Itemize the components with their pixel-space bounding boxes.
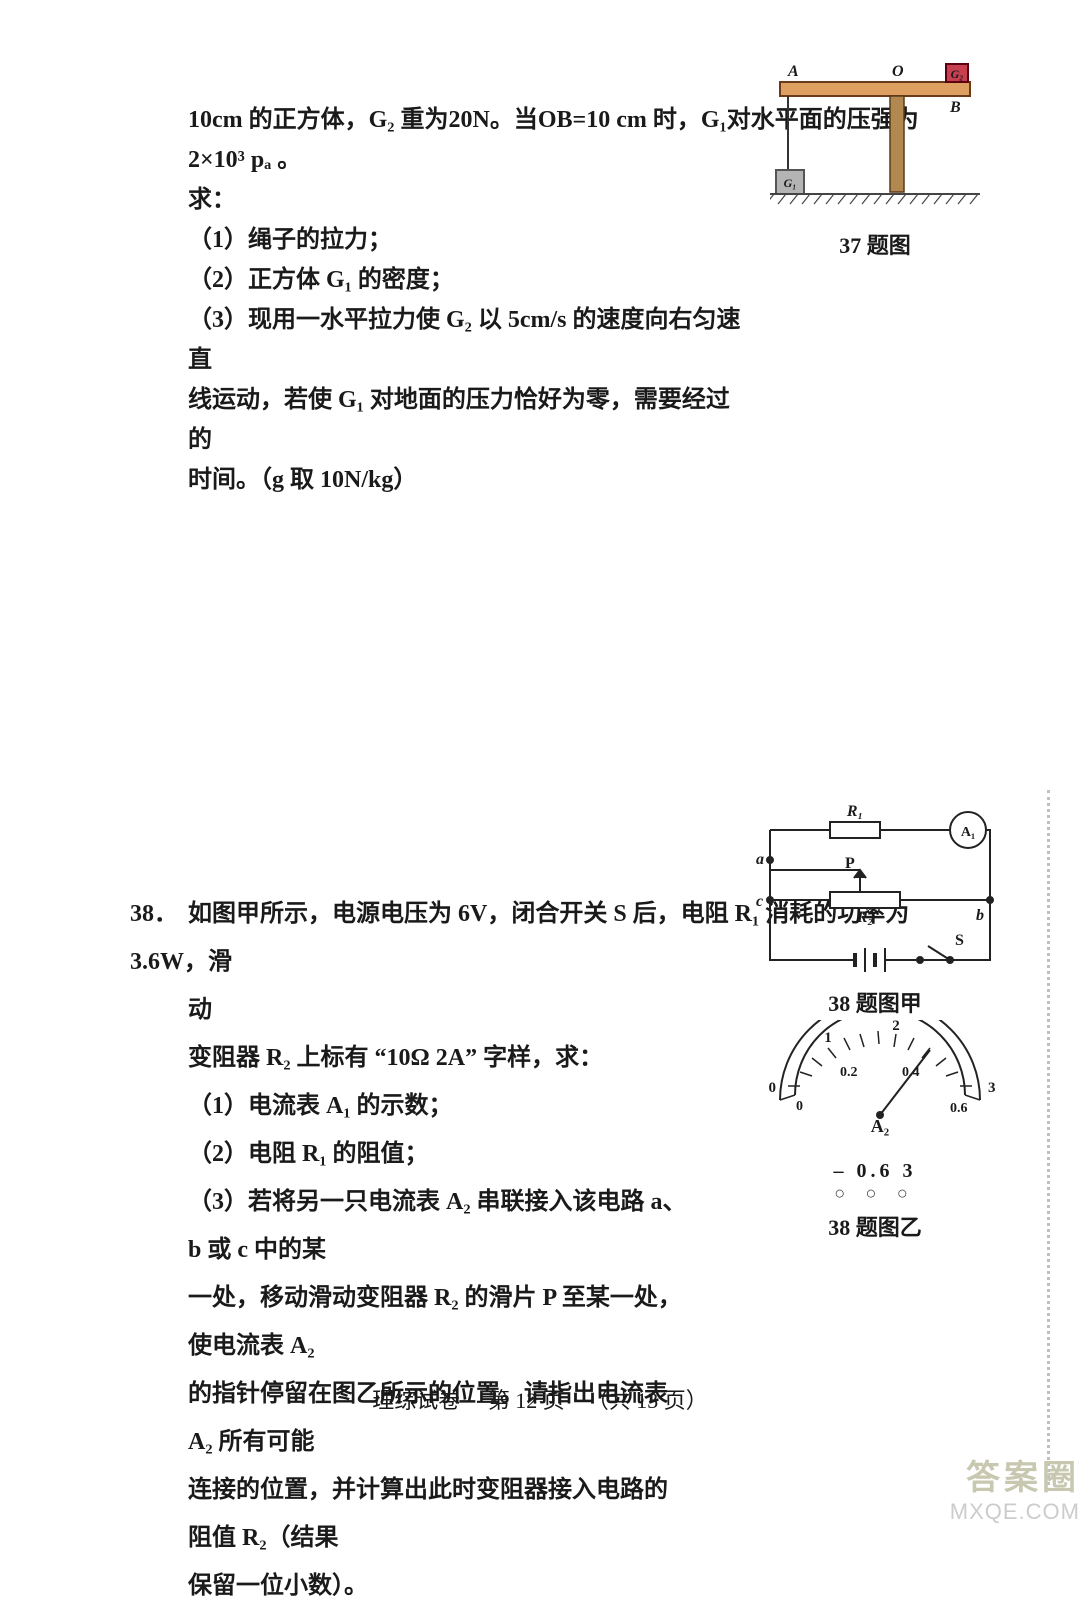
label-B: B [949, 99, 961, 116]
scale-mid-2: 0.4 [902, 1065, 920, 1080]
label-A1: A₁ [961, 825, 975, 840]
label-S: S [955, 932, 964, 949]
q37-p3c: 时间。（g 取 10N/kg） [188, 460, 748, 500]
lever-diagram-icon: G₂ G₁ A O B [770, 62, 980, 222]
label-G2: G₂ [951, 67, 964, 81]
figure-37: G₂ G₁ A O B 37 题图 [770, 62, 980, 260]
watermark: 答案圈 MXQE.COM [950, 1450, 1080, 1525]
watermark-line1: 答案圈 [950, 1450, 1080, 1499]
label-b: b [976, 907, 984, 924]
ammeter-range-row: – 0.6 3 [750, 1160, 1000, 1183]
page-footer: 理综试卷 第 12 页 （共 13 页） [0, 1383, 1080, 1415]
label-A: A [787, 63, 799, 80]
q38-p3e: 保留一位小数）。 [188, 1562, 688, 1610]
scale-top-2: 2 [892, 1020, 900, 1034]
label-A2: A₂ [871, 1116, 889, 1136]
q38-p3b: 一处，移动滑动变阻器 R₂ 的滑片 P 至某一处，使电流表 A₂ [188, 1274, 688, 1370]
label-c: c [756, 893, 763, 910]
circuit-diagram-icon: R₁ R₂ P a c b S A₁ [750, 800, 1000, 980]
footer-right: （共 13 页） [587, 1388, 708, 1413]
scale-top-3: 3 [988, 1080, 996, 1096]
footer-left: 理综试卷 [372, 1388, 460, 1413]
q38-p2: （2）电阻 R₁ 的阻值； [188, 1130, 688, 1178]
figure-38a-caption: 38 题图甲 [750, 986, 1000, 1018]
q37-p1: （1）绳子的拉力； [188, 220, 748, 260]
figure-38b-caption: 38 题图乙 [750, 1210, 1000, 1242]
label-R1: R₁ [846, 803, 863, 820]
q38-spec: 变阻器 R₂ 上标有 “10Ω 2A” 字样，求： [188, 1034, 688, 1082]
q38-p3d: 连接的位置，并计算出此时变阻器接入电路的阻值 R₂（结果 [188, 1466, 688, 1562]
q38-p1: （1）电流表 A₁ 的示数； [188, 1082, 688, 1130]
scale-mid-1: 0.2 [840, 1065, 858, 1080]
scale-top-1: 1 [824, 1030, 832, 1046]
label-G1: G₁ [784, 176, 797, 190]
scale-top-0: 0 [769, 1080, 777, 1096]
label-R2: R₂ [856, 909, 873, 926]
q37-p3a: （3）现用一水平拉力使 G₂ 以 5cm/s 的速度向右匀速直 [188, 300, 748, 380]
q38-number: 38． [130, 890, 188, 938]
label-a: a [756, 851, 764, 868]
watermark-line2: MXQE.COM [950, 1499, 1080, 1525]
ammeter-dial-icon: 0 1 2 3 0 0.2 0.4 0.6 A₂ [750, 1020, 1000, 1160]
scale-mid-0: 0 [796, 1099, 803, 1114]
figure-37-caption: 37 题图 [770, 228, 980, 260]
cut-mark [1047, 790, 1050, 1485]
scale-mid-3: 0.6 [950, 1101, 968, 1116]
q37-p2: （2）正方体 G₁ 的密度； [188, 260, 748, 300]
figure-38a: R₁ R₂ P a c b S A₁ 38 题图甲 [750, 800, 1000, 1018]
page: 10cm 的正方体，G₂ 重为20N。当OB=10 cm 时，G₁对水平面的压强… [0, 0, 1080, 1525]
q38-p3a: （3）若将另一只电流表 A₂ 串联接入该电路 a、b 或 c 中的某 [188, 1178, 688, 1274]
label-P: P [845, 855, 855, 872]
label-O: O [892, 63, 904, 80]
footer-mid: 第 12 页 [488, 1388, 565, 1413]
figure-38b: 0 1 2 3 0 0.2 0.4 0.6 A₂ – 0.6 3 ○ ○ ○ 3… [750, 1020, 1000, 1242]
ammeter-terminals: ○ ○ ○ [750, 1183, 1000, 1204]
q37-p3b: 线运动，若使 G₁ 对地面的压力恰好为零，需要经过的 [188, 380, 748, 460]
